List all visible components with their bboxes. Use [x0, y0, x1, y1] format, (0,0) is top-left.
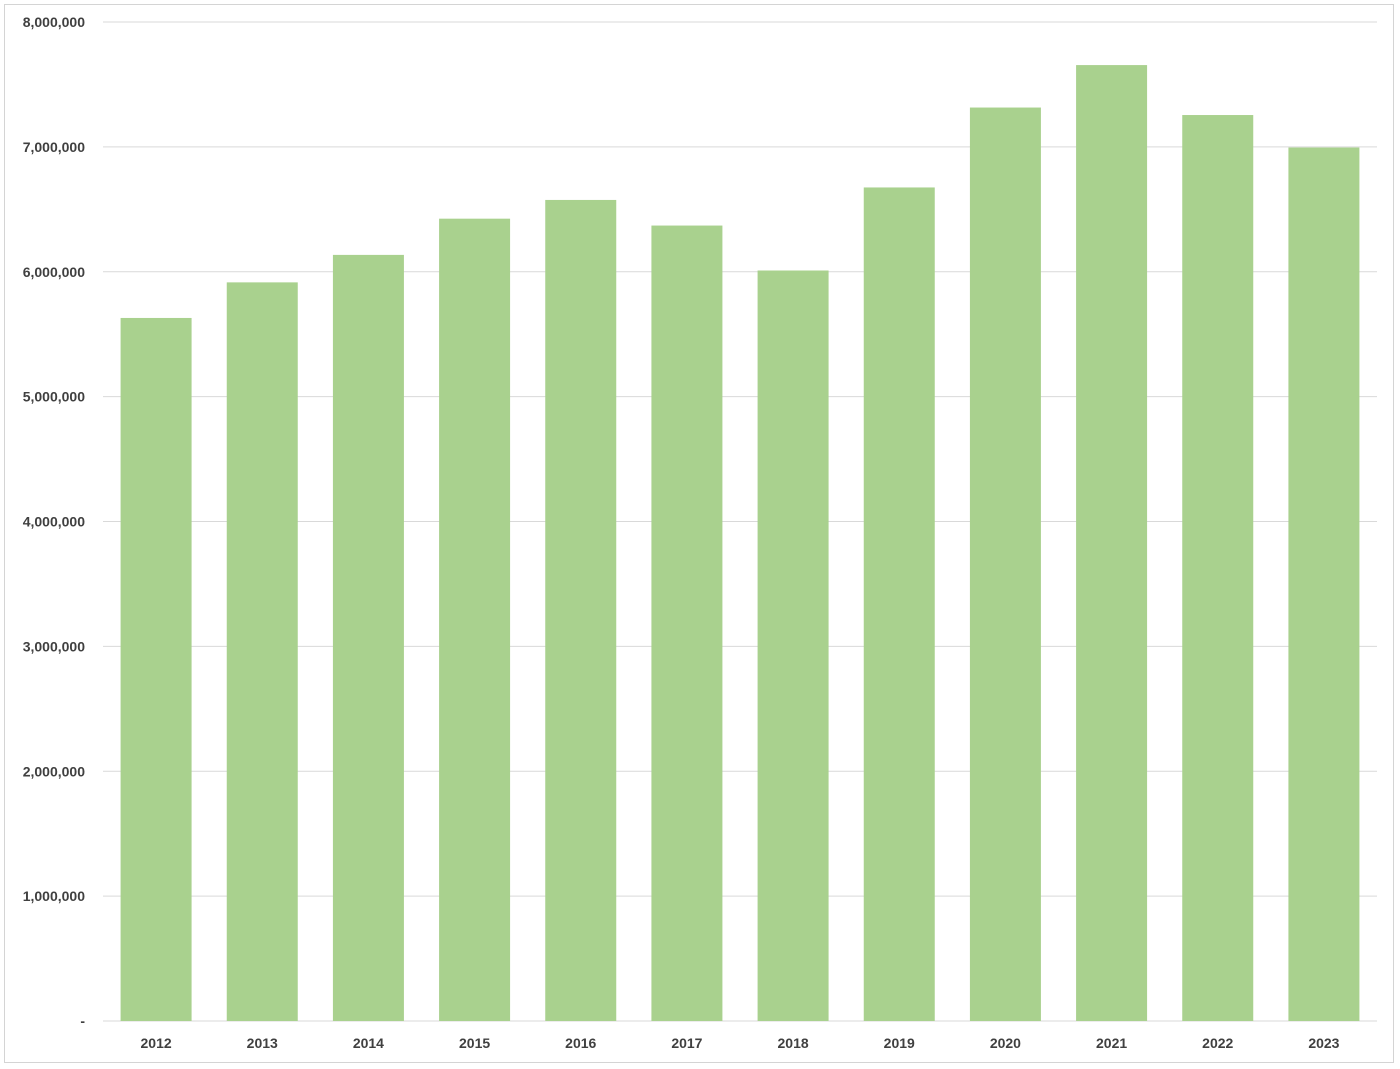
x-tick-label: 2023 [1308, 1035, 1339, 1051]
x-tick-label: 2020 [990, 1035, 1021, 1051]
gridlines [103, 21, 1377, 1022]
x-tick-label: 2016 [565, 1035, 596, 1051]
bar-2018 [757, 270, 829, 1022]
y-tick-label: 2,000,000 [23, 763, 85, 779]
bar-2014 [332, 254, 404, 1022]
y-tick-label: 5,000,000 [23, 389, 85, 405]
x-tick-label: 2017 [671, 1035, 702, 1051]
bar-2022 [1182, 115, 1254, 1022]
x-tick-label: 2014 [353, 1035, 384, 1051]
bar-2020 [969, 107, 1041, 1022]
x-tick-label: 2022 [1202, 1035, 1233, 1051]
bars [120, 65, 1360, 1022]
bar-2021 [1076, 65, 1148, 1021]
x-axis-ticks: 2012 2013 2014 2015 2016 2017 2018 2019 2020 2021… [141, 1035, 1340, 1051]
x-tick-label: 2019 [884, 1035, 915, 1051]
x-tick-label: 2012 [141, 1035, 172, 1051]
x-tick-label: 2013 [247, 1035, 278, 1051]
y-axis-ticks: - 1,000,000 2,000,000 3,000,000 4,000,000 5,0… [23, 14, 86, 1029]
y-tick-label: 7,000,000 [23, 139, 85, 155]
y-tick-label: 1,000,000 [23, 888, 85, 904]
bar-2015 [439, 218, 511, 1022]
y-tick-label: - [80, 1013, 85, 1029]
bar-2013 [226, 282, 298, 1021]
x-tick-label: 2018 [778, 1035, 809, 1051]
y-tick-label: 6,000,000 [23, 264, 85, 280]
bar-2012 [120, 317, 192, 1021]
bar-2016 [545, 199, 617, 1021]
bar-2017 [651, 225, 723, 1021]
bar-2023 [1288, 147, 1360, 1021]
bar-2019 [863, 187, 935, 1022]
y-tick-label: 3,000,000 [23, 638, 85, 654]
x-tick-label: 2015 [459, 1035, 490, 1051]
y-tick-label: 4,000,000 [23, 514, 85, 530]
y-tick-label: 8,000,000 [23, 14, 85, 30]
x-tick-label: 2021 [1096, 1035, 1127, 1051]
